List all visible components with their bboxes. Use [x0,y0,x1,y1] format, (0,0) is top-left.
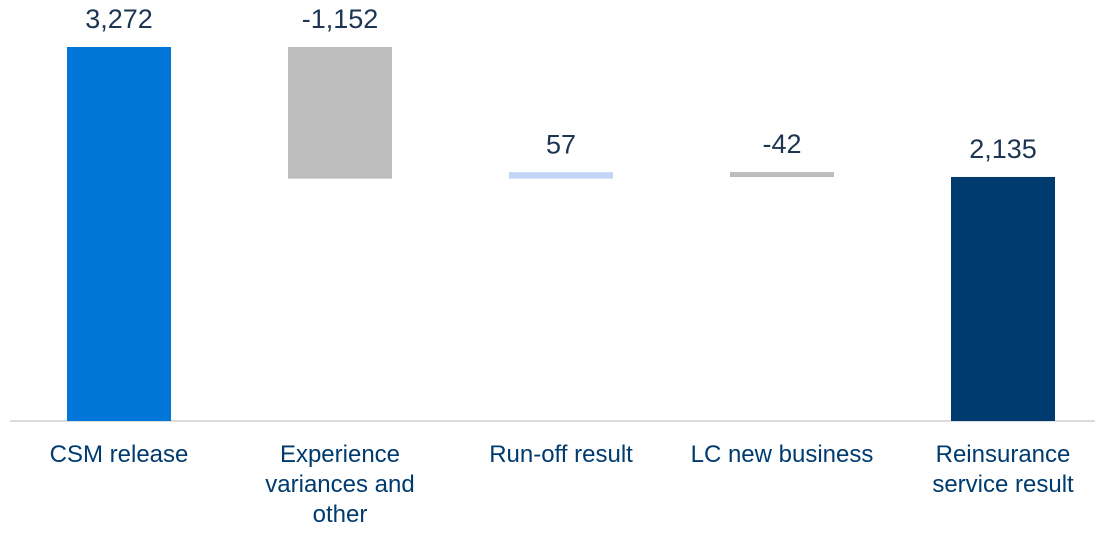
category-label: LC new business [690,441,874,468]
bar [509,172,613,179]
value-label: 2,135 [969,134,1037,164]
category-label: Experience variances and other [265,441,415,528]
value-label: 57 [546,129,576,159]
bar [951,176,1055,421]
value-label: -1,152 [302,4,379,34]
category-label: Run-off result [489,441,633,468]
value-label: 3,272 [85,4,153,34]
bar [67,47,171,421]
category-label: Reinsurance service result [932,441,1074,498]
bar [288,47,392,179]
bar [730,172,834,178]
value-label: -42 [762,129,801,159]
category-label: CSM release [49,441,189,468]
